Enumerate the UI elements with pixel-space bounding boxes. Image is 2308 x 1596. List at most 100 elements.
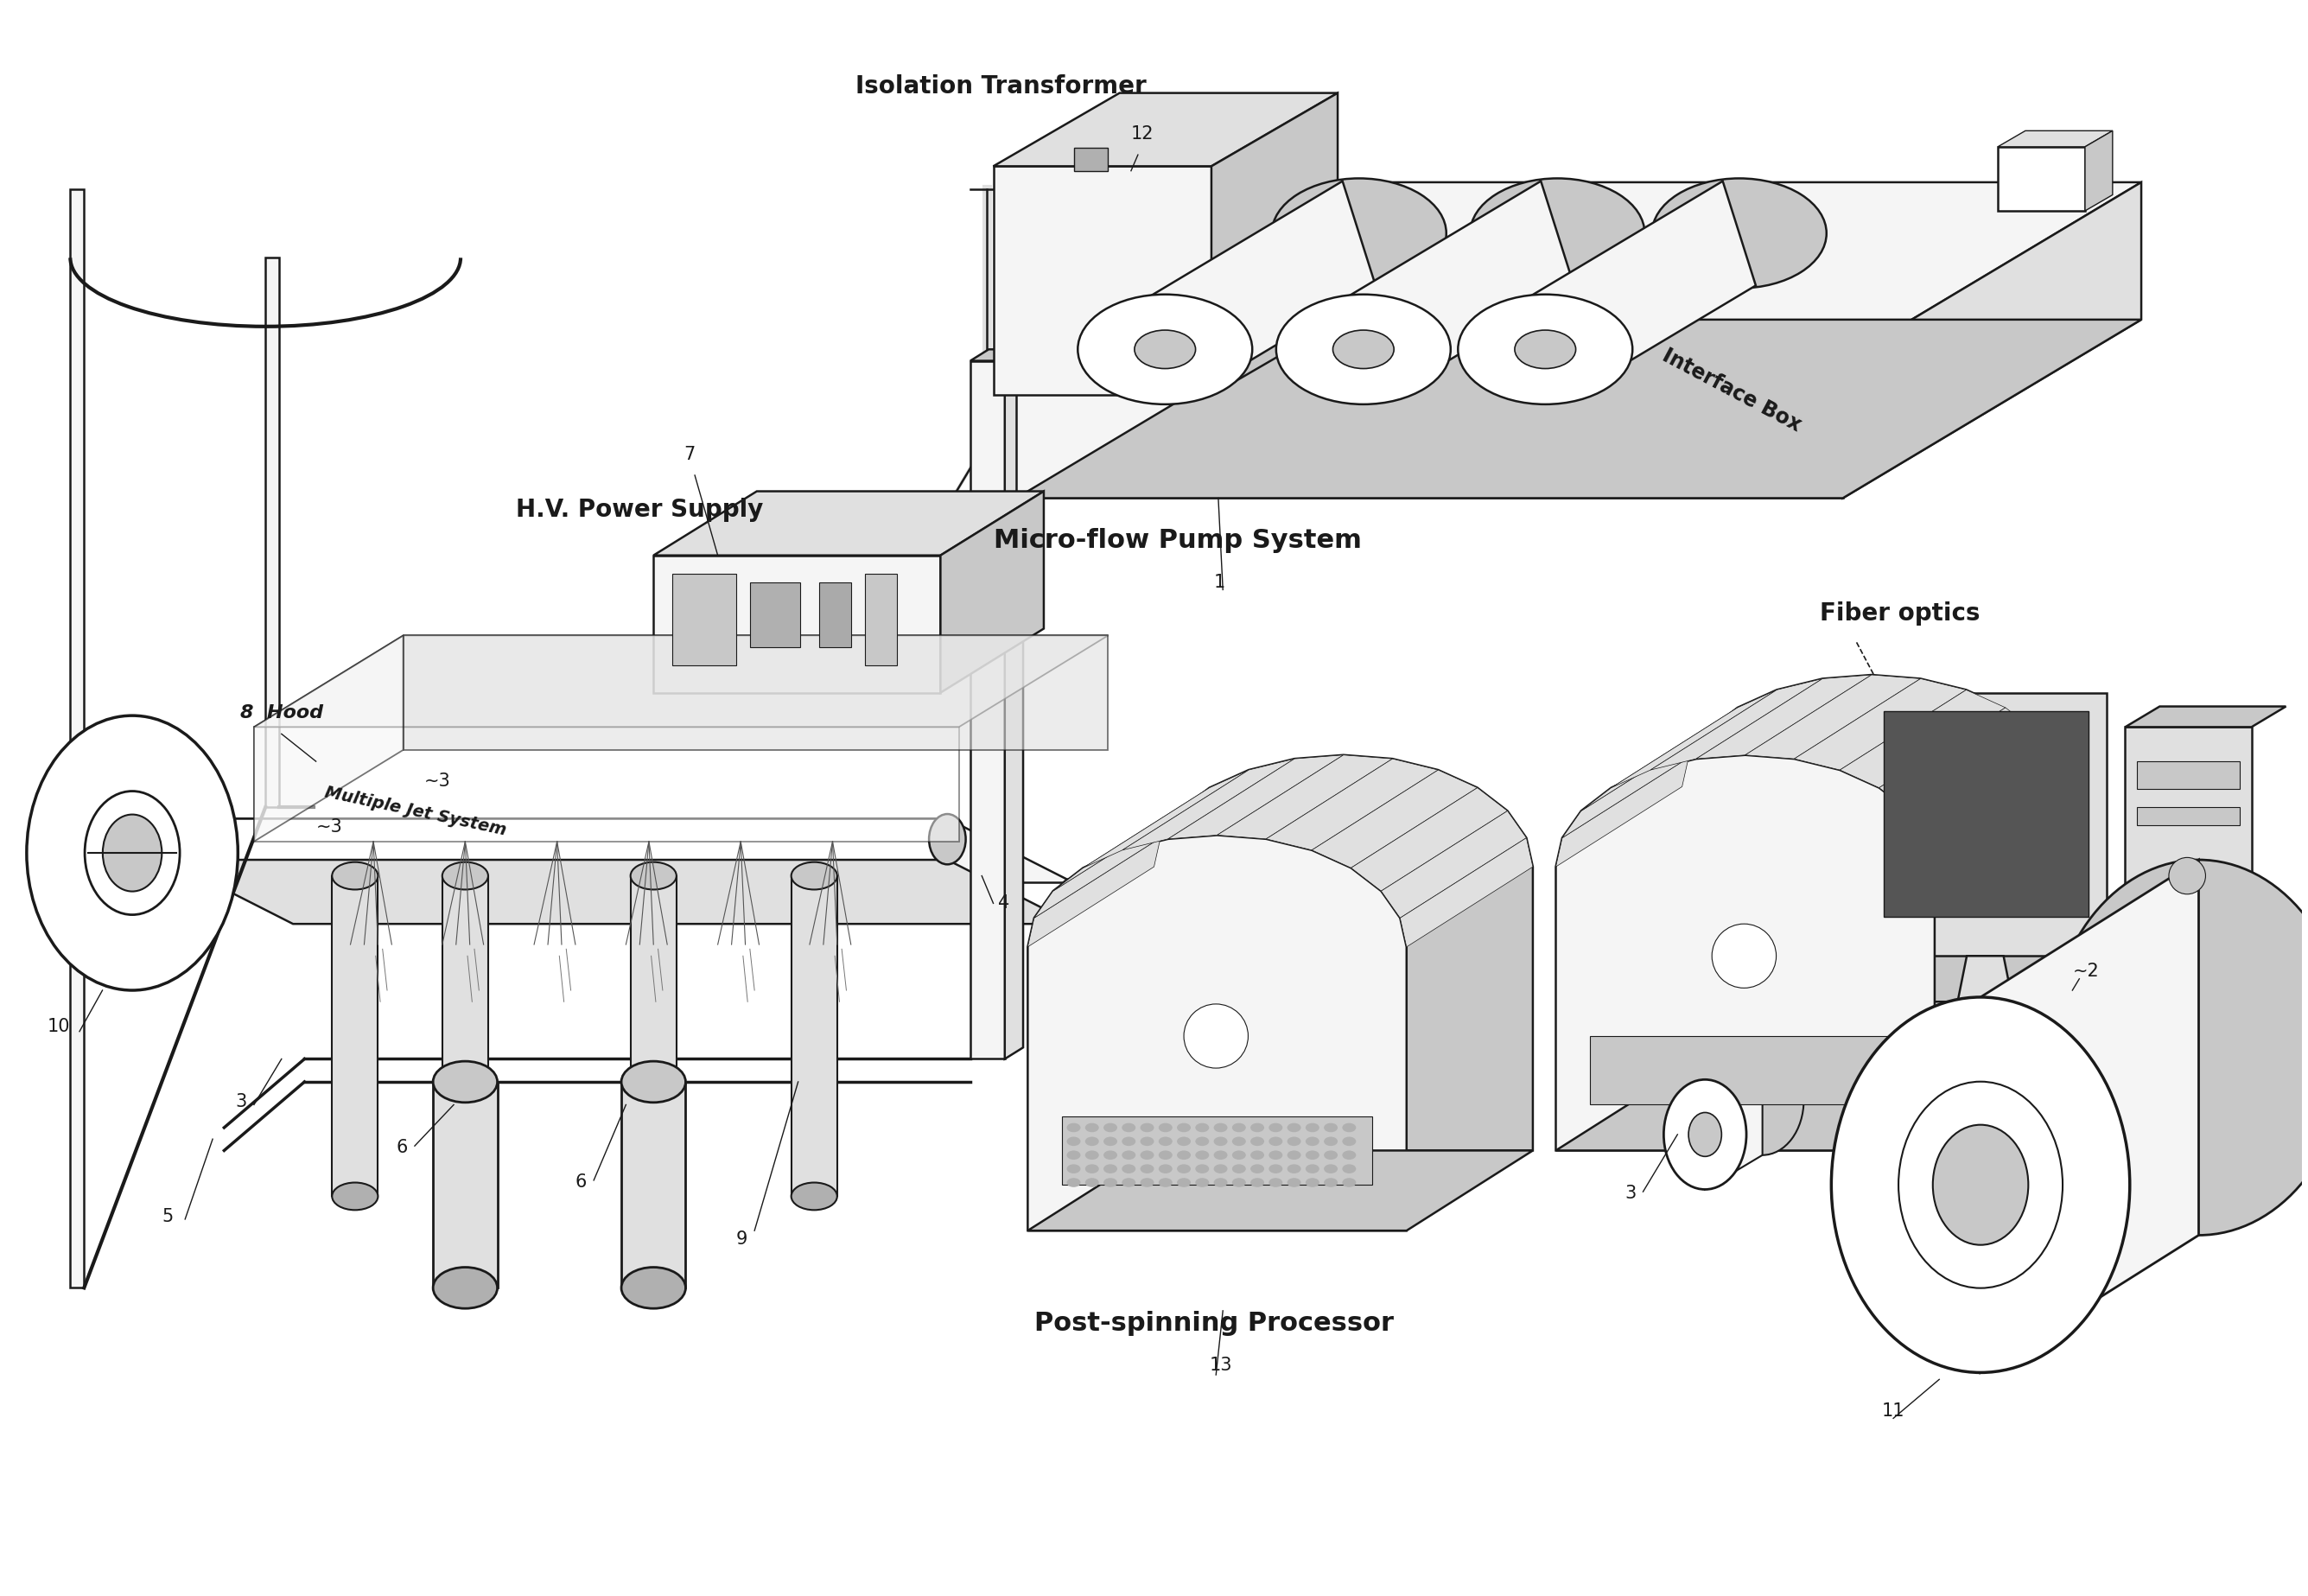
Polygon shape [434,1082,496,1288]
Ellipse shape [1232,1136,1246,1146]
Ellipse shape [1251,1178,1265,1187]
Polygon shape [1650,678,1823,769]
Ellipse shape [1140,1151,1154,1160]
Polygon shape [969,361,1004,1060]
Text: 12: 12 [1131,124,1154,142]
Ellipse shape [1932,1125,2029,1245]
Ellipse shape [1251,1151,1265,1160]
Ellipse shape [1214,1178,1228,1187]
Ellipse shape [85,792,180,915]
Text: H.V. Power Supply: H.V. Power Supply [515,498,764,522]
Polygon shape [1909,731,2054,838]
Text: 13: 13 [1209,1357,1232,1374]
Polygon shape [1016,361,1842,498]
Text: 6: 6 [397,1140,409,1157]
Polygon shape [1034,811,1179,918]
Ellipse shape [1159,1178,1172,1187]
Polygon shape [69,188,83,1288]
Ellipse shape [1653,179,1826,289]
Bar [672,573,736,666]
Ellipse shape [930,814,965,865]
Polygon shape [1556,1071,2061,1151]
Ellipse shape [621,1267,685,1309]
Ellipse shape [1332,330,1394,369]
Ellipse shape [792,1183,838,1210]
Ellipse shape [1664,1079,1747,1189]
Ellipse shape [1066,1124,1080,1132]
Text: Micro-flow Pump System: Micro-flow Pump System [992,528,1362,552]
Ellipse shape [1103,1136,1117,1146]
Polygon shape [653,555,939,693]
Ellipse shape [1272,179,1447,289]
Bar [1590,1036,1899,1104]
Text: 4: 4 [997,894,1009,911]
Ellipse shape [1459,294,1632,404]
Ellipse shape [1177,1163,1191,1173]
Text: 7: 7 [683,445,695,463]
Text: 11: 11 [1881,1403,1904,1419]
Text: 3: 3 [1625,1184,1636,1202]
Ellipse shape [1140,1136,1154,1146]
Polygon shape [1957,956,2013,1002]
Polygon shape [992,93,1339,166]
Polygon shape [1793,678,1966,769]
Text: ~3: ~3 [316,819,342,836]
Polygon shape [1311,769,1477,868]
Ellipse shape [1177,1151,1191,1160]
Polygon shape [1683,675,2061,1071]
Polygon shape [1999,131,2112,147]
Ellipse shape [1269,1136,1283,1146]
Polygon shape [1004,350,1022,1060]
Polygon shape [254,728,958,841]
Ellipse shape [1251,1124,1265,1132]
Polygon shape [992,166,1212,396]
Ellipse shape [1159,1151,1172,1160]
Polygon shape [1348,180,1574,402]
Polygon shape [1380,811,1526,918]
Ellipse shape [1232,1178,1246,1187]
Ellipse shape [1066,1151,1080,1160]
Ellipse shape [1159,1124,1172,1132]
Ellipse shape [1136,330,1196,369]
Ellipse shape [1722,1045,1805,1156]
Polygon shape [166,819,1073,883]
Ellipse shape [792,862,838,889]
Text: Fiber optics: Fiber optics [1819,602,1980,626]
Polygon shape [1865,693,2107,956]
Polygon shape [1027,835,1406,1231]
Ellipse shape [1177,1136,1191,1146]
Polygon shape [1016,182,2142,361]
Polygon shape [1611,689,1777,788]
Ellipse shape [148,814,185,865]
Bar [750,583,801,646]
Ellipse shape [1325,1124,1339,1132]
Polygon shape [1027,1151,1533,1231]
Ellipse shape [1306,1163,1320,1173]
Ellipse shape [434,1267,496,1309]
Ellipse shape [1122,1178,1136,1187]
Polygon shape [621,1082,685,1288]
Bar [1999,147,2084,211]
Ellipse shape [1232,1151,1246,1160]
Ellipse shape [2050,860,2308,1235]
Bar [819,583,852,646]
Ellipse shape [1122,1163,1136,1173]
Ellipse shape [1078,294,1253,404]
Ellipse shape [1325,1178,1339,1187]
Ellipse shape [1177,1124,1191,1132]
Ellipse shape [1140,1124,1154,1132]
Ellipse shape [1196,1178,1209,1187]
Bar [1062,1116,1373,1184]
Text: Multiple Jet System: Multiple Jet System [323,784,508,839]
Polygon shape [1122,758,1295,851]
Polygon shape [1556,755,1934,1151]
Ellipse shape [1177,1178,1191,1187]
Ellipse shape [1343,1124,1357,1132]
Ellipse shape [1103,1163,1117,1173]
Ellipse shape [104,814,162,892]
Bar [866,573,898,666]
Ellipse shape [1122,1151,1136,1160]
Polygon shape [1149,180,1376,402]
Text: 6: 6 [575,1173,586,1191]
Text: 8  Hood: 8 Hood [240,704,323,721]
